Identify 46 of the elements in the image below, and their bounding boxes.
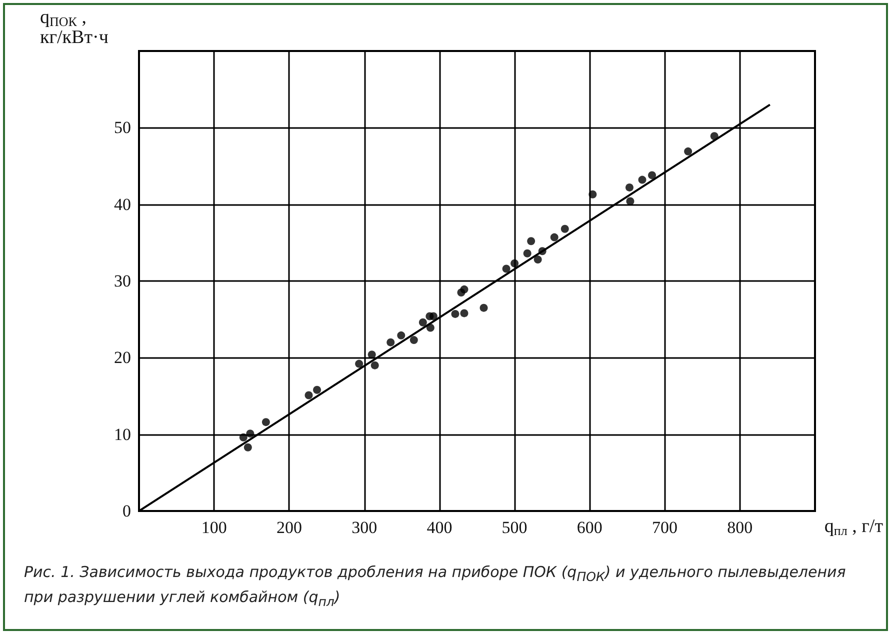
x-tick-label: 300 <box>352 518 378 537</box>
x-tick-label: 400 <box>426 518 452 537</box>
point <box>418 318 427 326</box>
point <box>534 256 542 264</box>
point <box>625 183 634 192</box>
point <box>262 418 270 426</box>
point <box>370 361 379 370</box>
point <box>410 336 418 344</box>
y-tick-label: 30 <box>114 272 131 290</box>
point <box>480 304 488 312</box>
y-tick-label: 40 <box>114 194 131 214</box>
point <box>684 147 692 156</box>
point <box>648 171 656 180</box>
x-tick-label: 200 <box>276 518 302 537</box>
point <box>304 391 313 400</box>
y-tick-label: 0 <box>122 502 131 520</box>
point <box>626 197 634 206</box>
point <box>588 190 597 198</box>
point <box>510 259 519 268</box>
point <box>523 249 532 258</box>
point <box>460 285 468 294</box>
point <box>550 233 558 242</box>
y-tick-label: 50 <box>114 118 131 138</box>
point <box>386 338 395 346</box>
x-tick-label: 600 <box>576 518 602 537</box>
y-tick-label: 10 <box>114 424 131 444</box>
point <box>460 309 468 318</box>
point <box>244 443 252 452</box>
point <box>429 312 438 320</box>
point <box>502 264 510 273</box>
point <box>527 237 536 246</box>
point <box>246 430 254 438</box>
point <box>239 433 248 442</box>
point <box>313 386 322 394</box>
point <box>355 360 364 368</box>
point <box>368 350 376 359</box>
point <box>638 176 646 184</box>
x-tick-label: 500 <box>502 518 528 537</box>
x-tick-label: 700 <box>652 518 678 537</box>
point <box>397 331 406 340</box>
x-tick-label: 100 <box>201 518 227 537</box>
point <box>560 224 569 233</box>
point <box>451 310 460 318</box>
text: Рис. 1. Зависимость выхода продуктов дробления на приборе ПОК (q$_{ПОК}$) и удельного пылевыделения при разрушении углей комбайном (q$_{пл}$) <box>24 563 846 609</box>
y-tick-label: 20 <box>114 348 131 368</box>
x-tick-label: 800 <box>727 518 753 537</box>
